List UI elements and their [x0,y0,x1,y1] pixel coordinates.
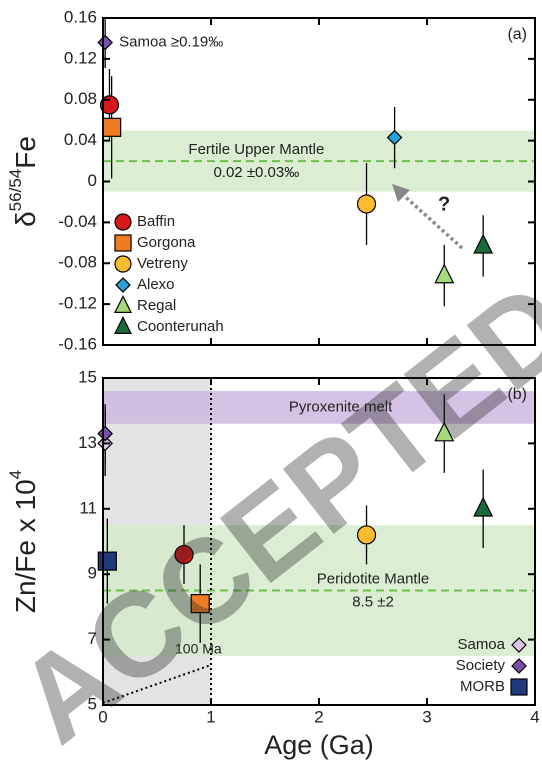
band-label: 0.02 ±0.03‰ [213,164,299,181]
y-axis-label-part: δ [10,211,41,227]
arrow [398,190,464,250]
band-label: Pyroxenite melt [289,398,393,415]
legend-marker [115,277,131,293]
legend-label: Samoa [457,636,505,653]
marker [97,425,114,442]
x-axis-label: Age (Ga) [264,730,374,760]
legend-label: Gorgona [137,234,196,251]
band-label: Peridotite Mantle [317,571,430,588]
marker [473,496,494,517]
y-tick-label: 0.16 [64,7,97,26]
marker [102,117,122,137]
legend-label: Society [456,657,506,674]
legend-label: Alexo [137,276,175,293]
legend-marker [114,316,132,334]
legend-label: Coonterunah [137,318,224,335]
marker [356,525,377,545]
legend-marker [114,234,132,252]
arrow-head [392,184,410,202]
marker [174,544,194,565]
arrow-label: ? [438,193,450,215]
y-tick-label: -0.12 [58,294,97,313]
panel-label: (b) [507,386,527,403]
y-tick-label: 0.08 [64,89,97,108]
panel-label: (a) [507,26,527,43]
marker [356,194,377,214]
x-tick-label: 3 [422,707,431,726]
legend-label: MORB [460,678,505,695]
y-axis-label: δ56/54Fe [6,136,41,227]
y-tick-label: 11 [79,498,97,517]
y-tick-label: 0.12 [64,48,97,67]
y-tick-label: 13 [78,433,97,452]
y-tick-label: -0.08 [58,253,97,272]
marker [434,263,455,284]
y-axis-label-superscript: 4 [6,470,25,479]
legend-marker [114,213,132,231]
point-label: Samoa ≥0.19‰ [119,33,223,50]
band [103,391,535,424]
y-tick-label: 9 [88,564,97,583]
marker [190,594,210,614]
marker [97,551,117,571]
marker [473,233,494,254]
y-tick-label: 7 [88,629,97,648]
legend-label: Vetreny [137,255,188,272]
legend-label: Baffin [137,213,175,230]
marker [386,129,403,146]
legend-marker [511,637,527,653]
y-tick-label: -0.16 [58,334,97,353]
marker [434,421,455,442]
band-label: Fertile Upper Mantle [188,141,324,158]
shade-label: 100 Ma [175,641,222,657]
legend-marker [510,678,528,696]
y-axis-label: Zn/Fe x 104 [6,470,41,613]
band-label: 8.5 ±2 [352,594,394,611]
y-axis-label-part: Fe [10,136,41,169]
y-axis-label-part: Zn/Fe x 10 [10,479,41,613]
y-axis-label-superscript: 56/54 [6,169,25,212]
legend-label: Regal [137,297,176,314]
y-tick-label: 0 [88,171,97,190]
x-tick-label: 0 [98,707,107,726]
y-tick-label: 5 [88,694,97,713]
legend-marker [511,658,527,674]
legend-marker [114,295,132,313]
x-tick-label: 2 [314,707,323,726]
y-tick-label: 15 [78,367,97,386]
legend-marker [114,255,132,273]
x-tick-label: 1 [206,707,215,726]
age-line [102,664,212,704]
y-tick-label: -0.04 [58,212,97,231]
x-tick-label: 4 [530,707,539,726]
marker [97,34,114,51]
y-tick-label: 0.04 [64,130,97,149]
